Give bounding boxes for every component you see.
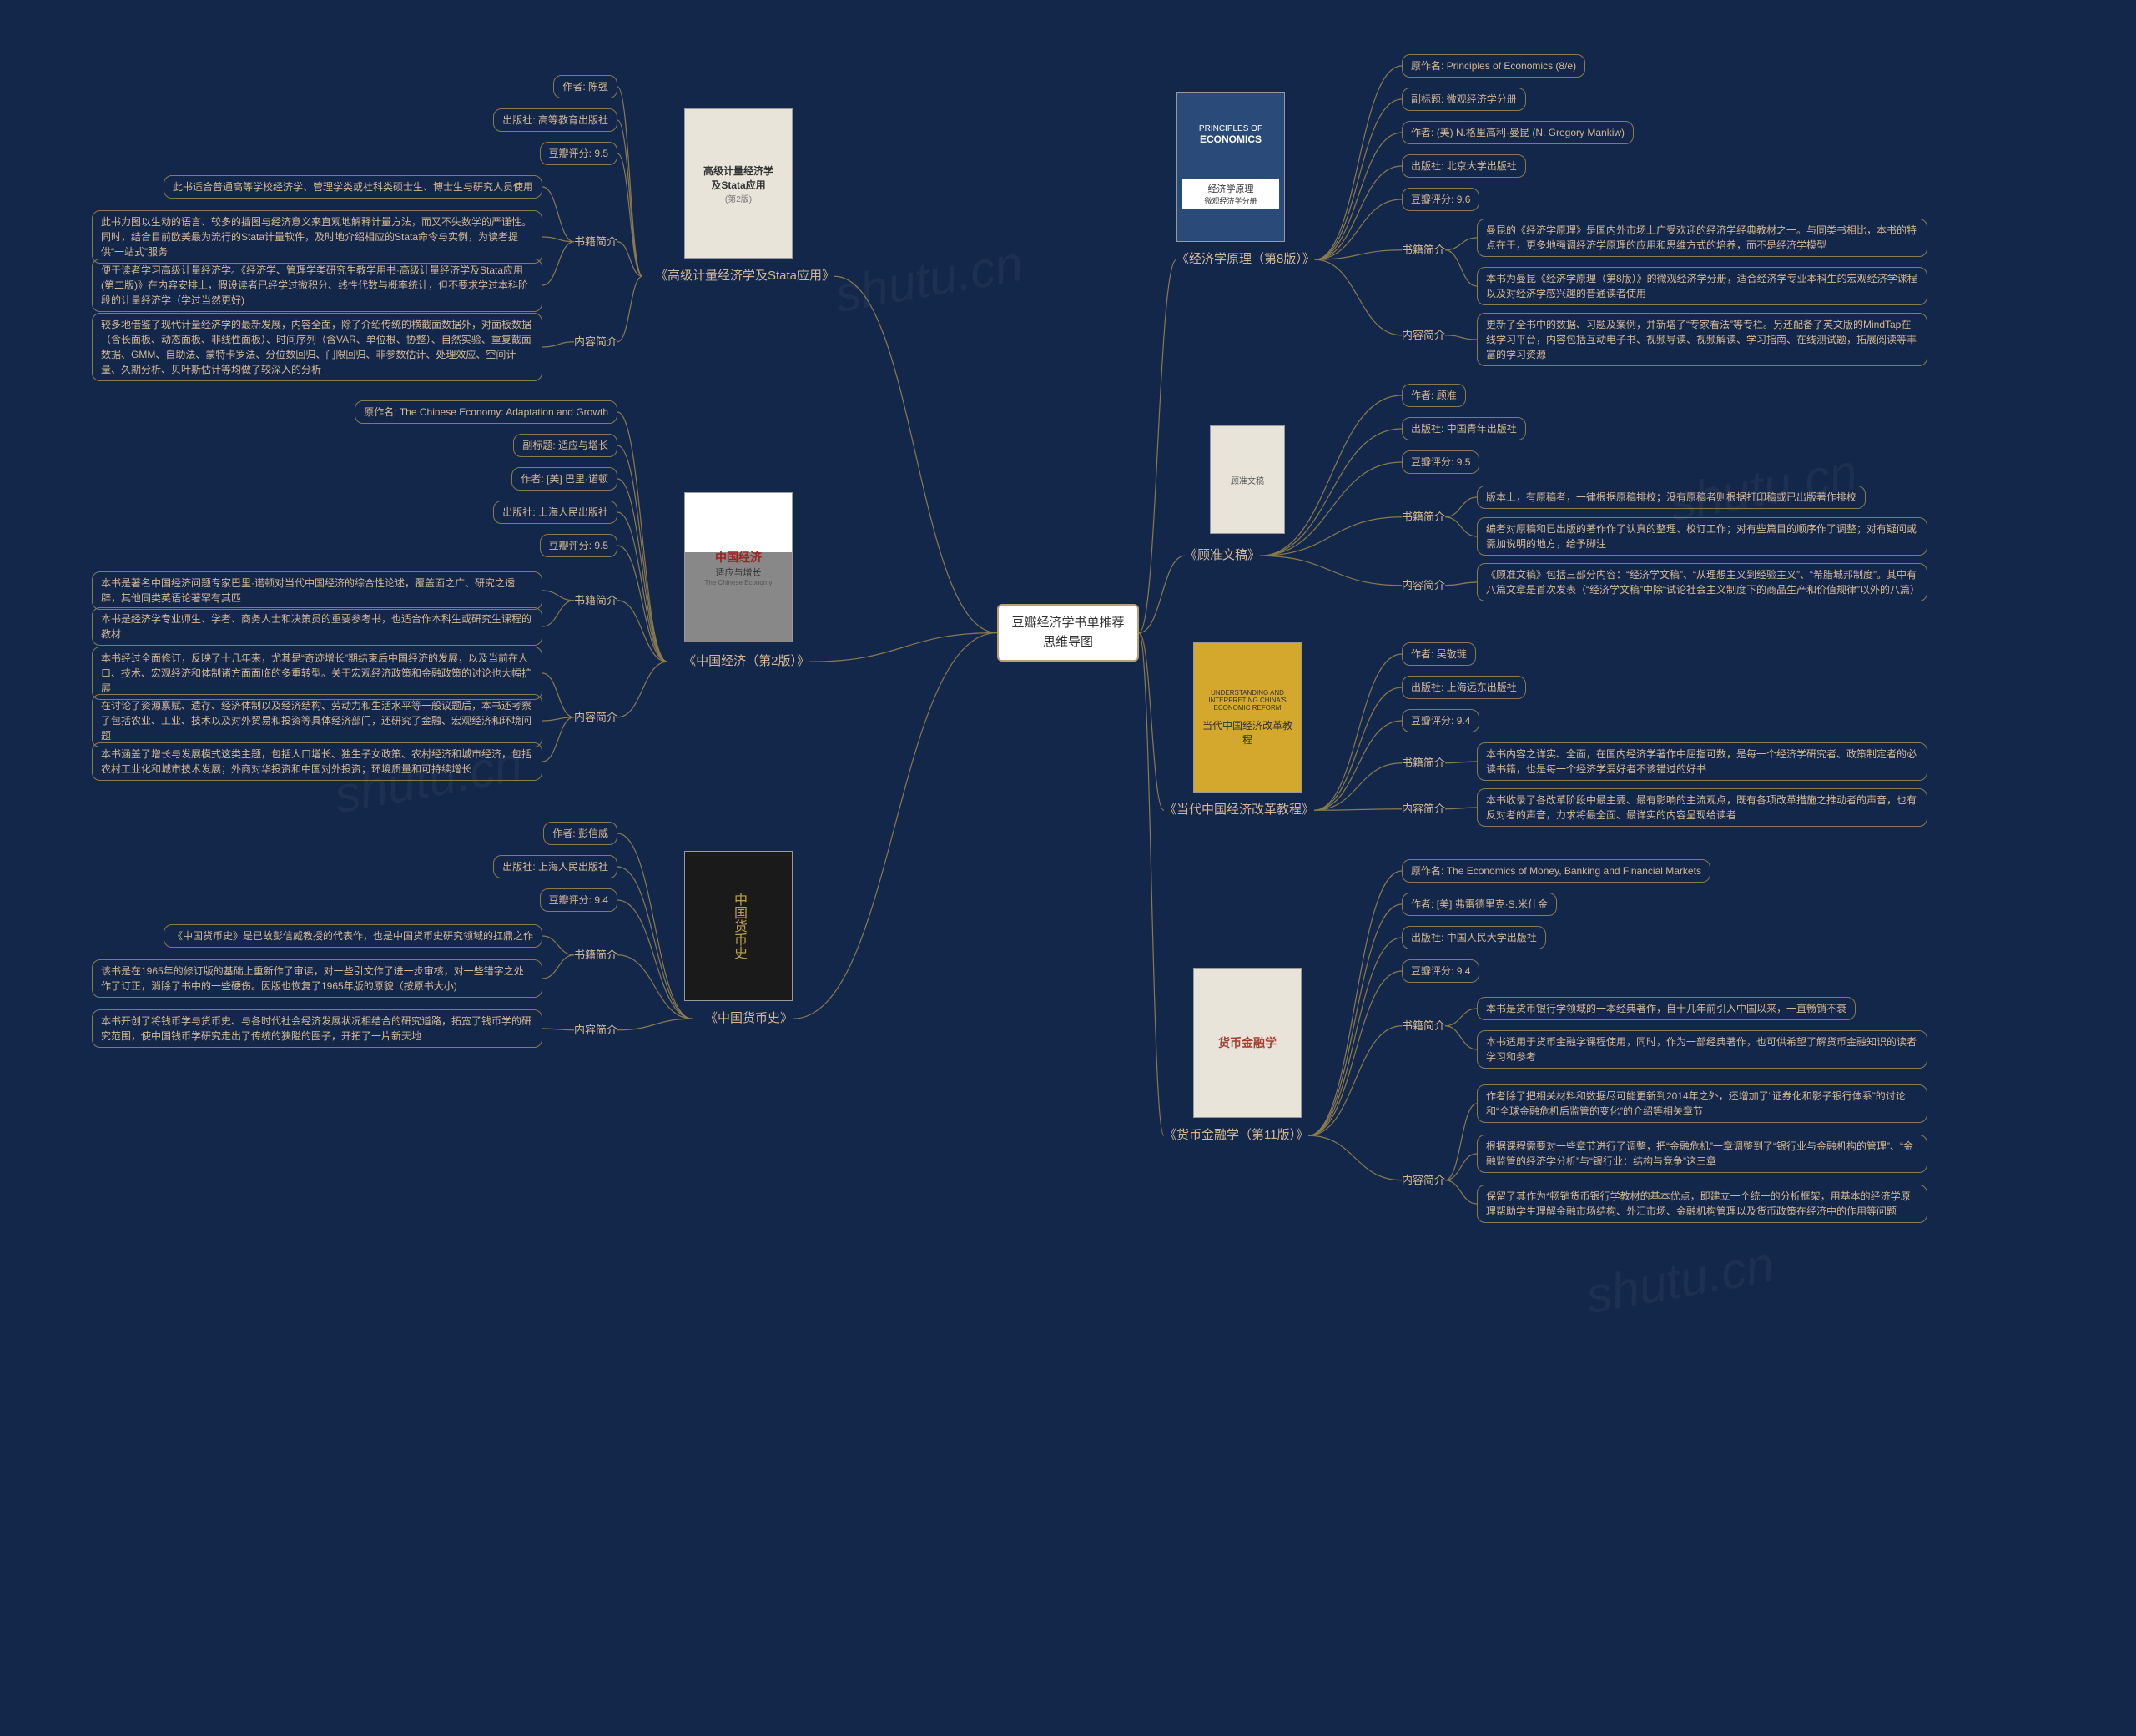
book-cover-currency: 中国货币史 (684, 851, 793, 1001)
section-item: 本书开创了将钱币学与货币史、与各时代社会经济发展状况相结合的研究道路，拓宽了钱币… (92, 1009, 542, 1048)
section-item: 作者除了把相关材料和数据尽可能更新到2014年之外，还增加了“证券化和影子银行体… (1477, 1084, 1927, 1123)
field: 原作名: Principles of Economics (8/e) (1402, 54, 1585, 78)
section-item: 本书内容之详实、全面，在国内经济学著作中屈指可数，是每一个经济学研究者、政策制定… (1477, 742, 1927, 781)
field: 原作名: The Economics of Money, Banking and… (1402, 859, 1710, 883)
book-cover-guzhun: 顾准文稿 (1210, 425, 1285, 534)
section-item: 在讨论了资源禀赋、遗存、经济体制以及经济结构、劳动力和生活水平等一般议题后，本书… (92, 694, 542, 747)
field: 豆瓣评分: 9.6 (1402, 188, 1479, 211)
section-item: 本书经过全面修订，反映了十几年来，尤其是“奇迹增长”期结束后中国经济的发展，以及… (92, 647, 542, 700)
book-cover-reform: UNDERSTANDING AND INTERPRETING CHINA'S E… (1193, 642, 1302, 793)
field: 作者: 彭信威 (543, 822, 617, 845)
watermark: shutu.cn (1582, 1235, 1778, 1325)
field: 豆瓣评分: 9.5 (1402, 450, 1479, 474)
section-item: 编者对原稿和已出版的著作作了认真的整理、校订工作；对有些篇目的顺序作了调整；对有… (1477, 517, 1927, 556)
section-item: 本书是货币银行学领域的一本经典著作，自十几年前引入中国以来，一直畅销不衰 (1477, 997, 1856, 1020)
field: 作者: [美] 巴里·诺顿 (511, 467, 617, 491)
field: 作者: 吴敬琏 (1402, 642, 1476, 666)
section-item: 曼昆的《经济学原理》是国内外市场上广受欢迎的经济学经典教材之一。与同类书相比，本… (1477, 219, 1927, 257)
section-item: 《中国货币史》是已故彭信威教授的代表作，也是中国货币史研究领域的扛鼎之作 (164, 924, 542, 948)
section-label: 书籍简介 (574, 592, 617, 609)
section-item: 此书适合普通高等学校经济学、管理学类或社科类硕士生、博士生与研究人员使用 (164, 175, 542, 199)
section-label: 内容简介 (574, 709, 617, 726)
section-item: 本书涵盖了增长与发展模式这类主题，包括人口增长、独生子女政策、农村经济和城市经济… (92, 742, 542, 781)
section-item: 《顾准文稿》包括三部分内容：“经济学文稿”、“从理想主义到经验主义”、“希腊城邦… (1477, 563, 1927, 601)
field: 副标题: 微观经济学分册 (1402, 88, 1526, 111)
section-label: 内容简介 (1402, 327, 1445, 344)
section-label: 书籍简介 (1402, 755, 1445, 772)
book-cover-money: 货币金融学 (1193, 968, 1302, 1118)
section-item: 本书为曼昆《经济学原理（第8版）》的微观经济学分册，适合经济学专业本科生的宏观经… (1477, 267, 1927, 305)
field: 副标题: 适应与增长 (513, 434, 617, 457)
field: 出版社: 北京大学出版社 (1402, 154, 1526, 178)
center-node: 豆瓣经济学书单推荐思维导图 (997, 604, 1139, 662)
book-cover-chinaecon: 中国经济 适应与增长 The Chinese Economy (684, 492, 793, 642)
book-cover-stata: 高级计量经济学 及Stata应用 (第2版) (684, 108, 793, 259)
field: 豆瓣评分: 9.4 (540, 888, 617, 912)
section-item: 本书适用于货币金融学课程使用，同时，作为一部经典著作，也可供希望了解货币金融知识… (1477, 1030, 1927, 1069)
section-item: 该书是在1965年的修订版的基础上重新作了审读，对一些引文作了进一步审核，对一些… (92, 959, 542, 998)
field: 出版社: 高等教育出版社 (493, 108, 617, 132)
field: 豆瓣评分: 9.5 (540, 534, 617, 557)
section-label: 书籍简介 (574, 947, 617, 964)
section-item: 此书力图以生动的语言、较多的插图与经济意义来直观地解释计量方法，而又不失数学的严… (92, 210, 542, 264)
section-item: 较多地借鉴了现代计量经济学的最新发展，内容全面，除了介绍传统的横截面数据外，对面… (92, 313, 542, 381)
field: 豆瓣评分: 9.4 (1402, 709, 1479, 732)
field: 出版社: 中国人民大学出版社 (1402, 926, 1546, 949)
field: 作者: 顾准 (1402, 384, 1466, 407)
section-item: 根据课程需要对一些章节进行了调整，把“金融危机”一章调整到了“银行业与金融机构的… (1477, 1135, 1927, 1173)
section-label: 书籍简介 (1402, 509, 1445, 526)
section-label: 内容简介 (574, 334, 617, 350)
watermark: shutu.cn (831, 234, 1027, 324)
section-label: 内容简介 (1402, 801, 1445, 818)
section-label: 内容简介 (1402, 1172, 1445, 1189)
field: 出版社: 中国青年出版社 (1402, 417, 1526, 440)
section-item: 更新了全书中的数据、习题及案例，并新增了“专家看法”等专栏。另还配备了英文版的M… (1477, 313, 1927, 366)
field: 出版社: 上海人民出版社 (493, 855, 617, 878)
section-label: 内容简介 (1402, 577, 1445, 594)
section-label: 书籍简介 (1402, 1018, 1445, 1034)
book-title-money: 《货币金融学（第11版）》 (1164, 1126, 1308, 1145)
field: 豆瓣评分: 9.5 (540, 142, 617, 165)
book-title-chinaecon: 《中国经济（第2版）》 (668, 652, 809, 672)
section-item: 本书收录了各改革阶段中最主要、最有影响的主流观点，既有各项改革措施之推动者的声音… (1477, 788, 1927, 827)
section-item: 保留了其作为*畅销货币银行学教材的基本优点，即建立一个统一的分析框架，用基本的经… (1477, 1185, 1927, 1223)
field: 作者: (美) N.格里高利·曼昆 (N. Gregory Mankiw) (1402, 121, 1634, 144)
section-label: 书籍简介 (1402, 242, 1445, 259)
book-title-guzhun: 《顾准文稿》 (1185, 546, 1260, 566)
field: 出版社: 上海人民出版社 (493, 501, 617, 524)
field: 出版社: 上海远东出版社 (1402, 676, 1526, 699)
book-title-principles: 《经济学原理（第8版）》 (1176, 250, 1315, 269)
book-title-currency: 《中国货币史》 (693, 1009, 793, 1029)
book-cover-principles: PRINCIPLES OF ECONOMICS 经济学原理 微观经济学分册 (1176, 92, 1285, 242)
section-item: 本书是经济学专业师生、学者、商务人士和决策员的重要参考书，也适合作本科生或研究生… (92, 607, 542, 646)
section-label: 书籍简介 (574, 234, 617, 250)
section-item: 本书是著名中国经济问题专家巴里·诺顿对当代中国经济的综合性论述，覆盖面之广、研究… (92, 571, 542, 610)
section-item: 便于读者学习高级计量经济学。《经济学、管理学类研究生教学用书·高级计量经济学及S… (92, 259, 542, 312)
book-title-stata: 《高级计量经济学及Stata应用》 (642, 267, 834, 286)
book-title-reform: 《当代中国经济改革教程》 (1164, 801, 1314, 820)
section-label: 内容简介 (574, 1022, 617, 1039)
field: 原作名: The Chinese Economy: Adaptation and… (355, 400, 617, 424)
field: 豆瓣评分: 9.4 (1402, 959, 1479, 983)
section-item: 版本上，有原稿者，一律根据原稿排校；没有原稿者则根据打印稿或已出版著作排校 (1477, 486, 1866, 509)
field: 作者: 陈强 (553, 75, 617, 98)
field: 作者: [美] 弗雷德里克·S.米什金 (1402, 893, 1557, 916)
